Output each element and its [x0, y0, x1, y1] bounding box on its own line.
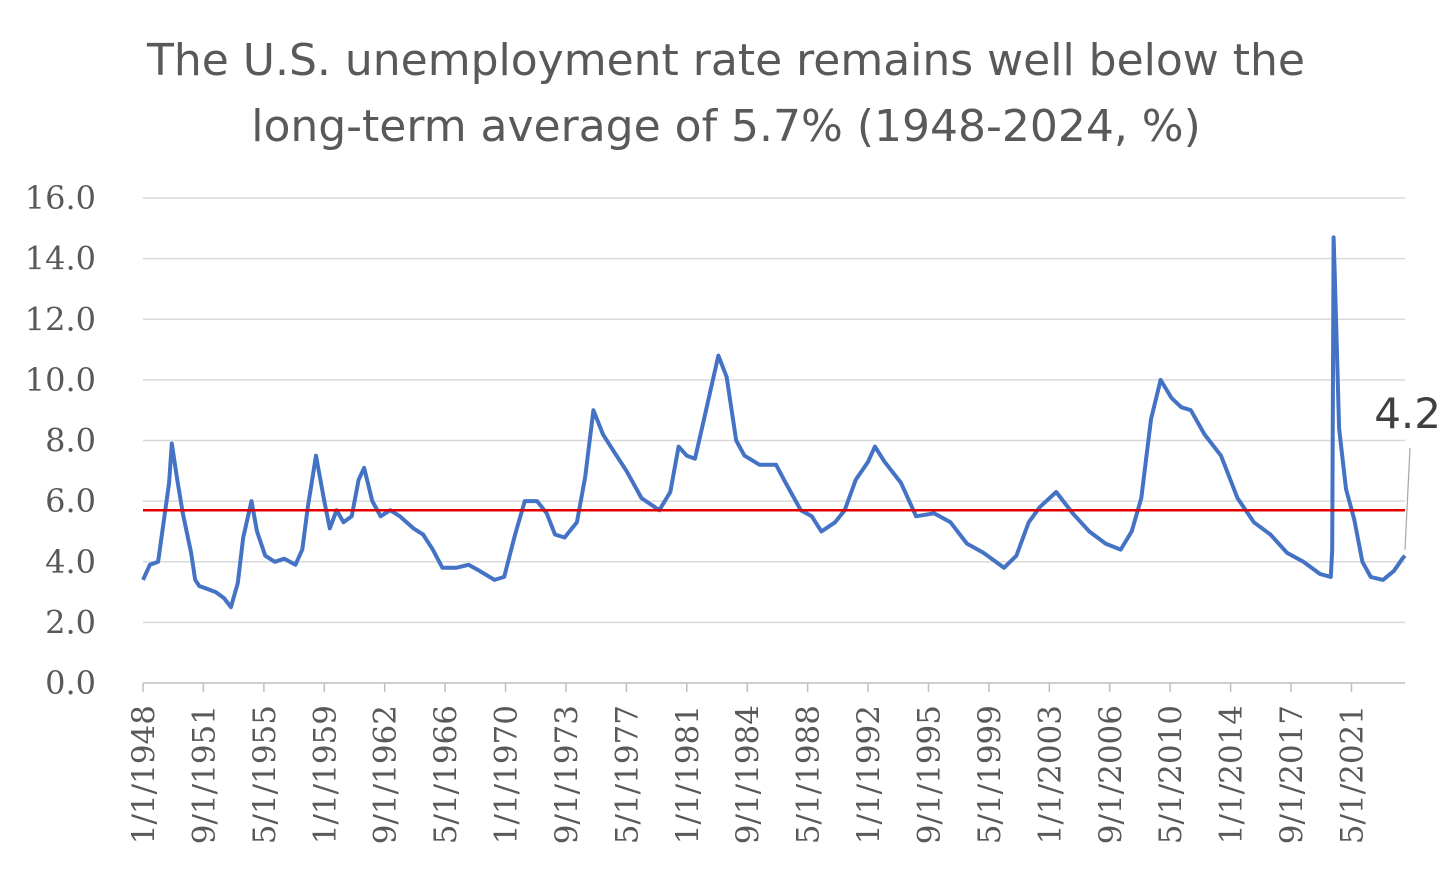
- x-tick-label: 1/1/1970: [489, 705, 525, 844]
- y-tick-label: 16.0: [25, 179, 96, 217]
- x-tick-label: 1/1/1948: [126, 705, 162, 844]
- x-tick-label: 9/1/1995: [911, 705, 947, 844]
- chart-title-line-1: The U.S. unemployment rate remains well …: [146, 35, 1305, 86]
- chart-title: The U.S. unemployment rate remains well …: [0, 28, 1452, 160]
- x-tick-label: 5/1/1955: [247, 705, 283, 844]
- x-tick-label: 1/1/1959: [307, 705, 343, 844]
- annotation-layer: 4.2: [1374, 389, 1441, 550]
- x-tick-label: 1/1/1992: [851, 705, 887, 844]
- gridlines: [143, 197, 1405, 624]
- x-tick-label: 9/1/1951: [186, 705, 222, 844]
- y-axis-ticks: 0.0 2.0 4.0 6.0 8.0 10.0 12.0 14.0 16.0: [25, 179, 96, 702]
- x-tick-label: 5/1/1977: [609, 705, 645, 844]
- y-tick-label: 8.0: [45, 422, 96, 460]
- y-tick-label: 4.0: [45, 543, 96, 581]
- x-axis: 1/1/1948 9/1/1951 5/1/1955 1/1/1959 9/1/1962…: [126, 682, 1405, 844]
- x-tick-label: 9/1/2017: [1274, 705, 1310, 844]
- series-layer: [141, 235, 1407, 610]
- x-tick-label: 1/1/2003: [1032, 705, 1068, 844]
- x-tick-label: 9/1/1984: [730, 705, 766, 844]
- x-tick-label: 5/1/1966: [428, 705, 464, 844]
- x-tick-label: 5/1/2010: [1153, 705, 1189, 844]
- x-tick-label: 5/1/2021: [1334, 705, 1370, 844]
- y-tick-label: 12.0: [25, 300, 96, 338]
- y-tick-label: 2.0: [45, 603, 96, 641]
- y-tick-label: 6.0: [45, 482, 96, 520]
- y-tick-label: 10.0: [25, 361, 96, 399]
- x-tick-label: 9/1/1973: [549, 705, 585, 844]
- chart-title-line-2: long-term average of 5.7% (1948-2024, %): [251, 101, 1201, 152]
- y-tick-label: 14.0: [25, 240, 96, 278]
- end-value-label: 4.2: [1374, 389, 1441, 438]
- x-tick-label: 1/1/2014: [1214, 705, 1250, 844]
- x-tick-label: 5/1/1988: [791, 705, 827, 844]
- y-tick-label: 0.0: [45, 664, 96, 702]
- x-tick-label: 5/1/1999: [972, 705, 1008, 844]
- annotation-leader-line: [1404, 447, 1411, 550]
- unemployment-rate-line: [141, 235, 1407, 610]
- x-tick-label: 9/1/1962: [368, 705, 404, 844]
- x-tick-label: 1/1/1981: [670, 705, 706, 844]
- x-tick-label: 9/1/2006: [1093, 705, 1129, 844]
